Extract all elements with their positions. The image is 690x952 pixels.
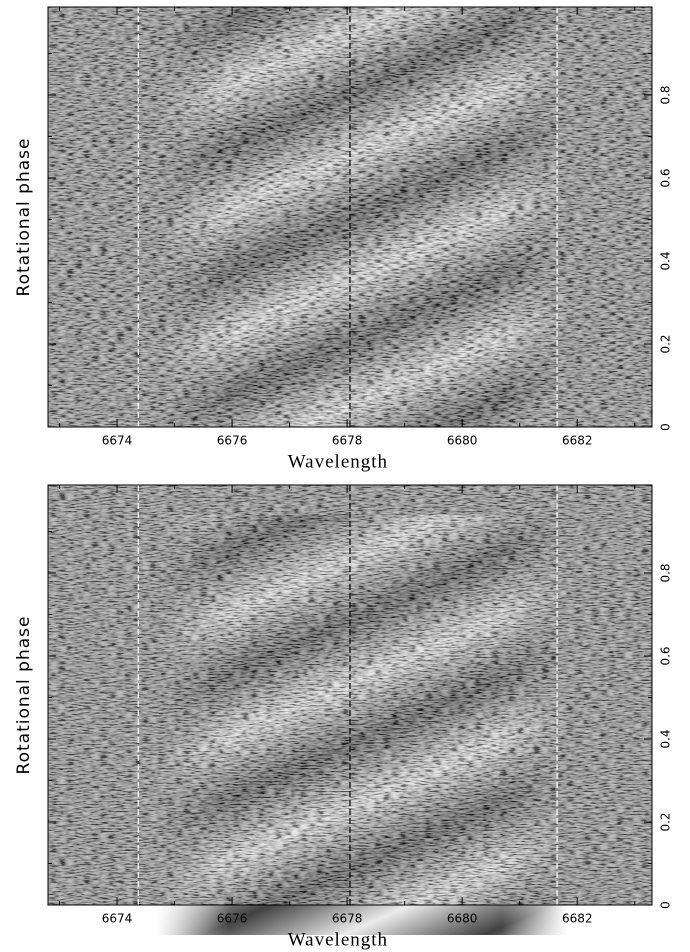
y-tick-label: 0.4 [659, 729, 673, 748]
y-tick-label: 0.2 [659, 812, 673, 831]
y-tick-label: 0.4 [659, 251, 673, 270]
x-tick-label: 6678 [332, 434, 363, 448]
x-tick-label: 6680 [447, 434, 478, 448]
x-tick-label: 6680 [447, 912, 478, 926]
x-tick-label: 6674 [102, 912, 133, 926]
panel: 6674 6676 6678 6680 6682 0 0.2 0.4 0.6 0.8 Wavelen… [14, 7, 673, 472]
y-tick-label: 0.8 [659, 563, 673, 582]
x-tick-label: 6682 [562, 912, 593, 926]
x-tick-label: 6678 [332, 912, 363, 926]
x-tick-label: 6676 [217, 912, 248, 926]
y-tick-label: 0 [659, 423, 673, 431]
panel: 6674 6676 6678 6680 6682 0 0.2 0.4 0.6 0.8 Wavelen… [14, 485, 673, 950]
y-tick-label: 0.8 [659, 85, 673, 104]
y-tick-label: 0.6 [659, 646, 673, 665]
figure: 6674 6676 6678 6680 6682 0 0.2 0.4 0.6 0.8 Wavelen… [0, 0, 690, 952]
x-axis-label: Wavelength [288, 929, 388, 950]
y-axis-label: Rotational phase [14, 616, 34, 775]
y-axis-label: Rotational phase [14, 138, 34, 297]
y-tick-label: 0.2 [659, 334, 673, 353]
x-axis-label: Wavelength [288, 451, 388, 472]
x-tick-label: 6674 [102, 434, 133, 448]
x-tick-label: 6682 [562, 434, 593, 448]
x-tick-label: 6676 [217, 434, 248, 448]
y-tick-label: 0 [659, 901, 673, 909]
y-tick-label: 0.6 [659, 168, 673, 187]
